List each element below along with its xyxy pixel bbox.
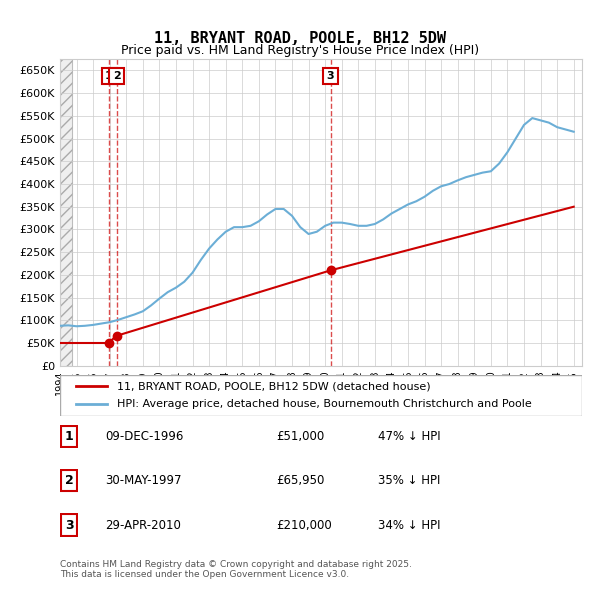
Text: 34% ↓ HPI: 34% ↓ HPI [378,519,440,532]
Text: 09-DEC-1996: 09-DEC-1996 [105,430,184,443]
Text: 3: 3 [327,71,334,81]
Text: 11, BRYANT ROAD, POOLE, BH12 5DW: 11, BRYANT ROAD, POOLE, BH12 5DW [154,31,446,46]
Text: 1: 1 [65,430,73,443]
Bar [60,59,71,366]
Text: 11, BRYANT ROAD, POOLE, BH12 5DW (detached house): 11, BRYANT ROAD, POOLE, BH12 5DW (detach… [118,381,431,391]
Text: 47% ↓ HPI: 47% ↓ HPI [378,430,440,443]
Text: £210,000: £210,000 [276,519,332,532]
Text: HPI: Average price, detached house, Bournemouth Christchurch and Poole: HPI: Average price, detached house, Bour… [118,399,532,409]
Text: 3: 3 [65,519,73,532]
Bar [60,59,71,366]
FancyBboxPatch shape [61,514,77,536]
FancyBboxPatch shape [60,375,582,416]
Text: Price paid vs. HM Land Registry's House Price Index (HPI): Price paid vs. HM Land Registry's House … [121,44,479,57]
Text: 29-APR-2010: 29-APR-2010 [105,519,181,532]
Text: 2: 2 [65,474,73,487]
Text: 35% ↓ HPI: 35% ↓ HPI [378,474,440,487]
Text: Contains HM Land Registry data © Crown copyright and database right 2025.
This d: Contains HM Land Registry data © Crown c… [60,560,412,579]
Text: £51,000: £51,000 [276,430,324,443]
Text: £65,950: £65,950 [276,474,325,487]
Text: 2: 2 [113,71,121,81]
FancyBboxPatch shape [61,470,77,491]
FancyBboxPatch shape [61,426,77,447]
Text: 30-MAY-1997: 30-MAY-1997 [105,474,182,487]
Text: 1: 1 [105,71,113,81]
